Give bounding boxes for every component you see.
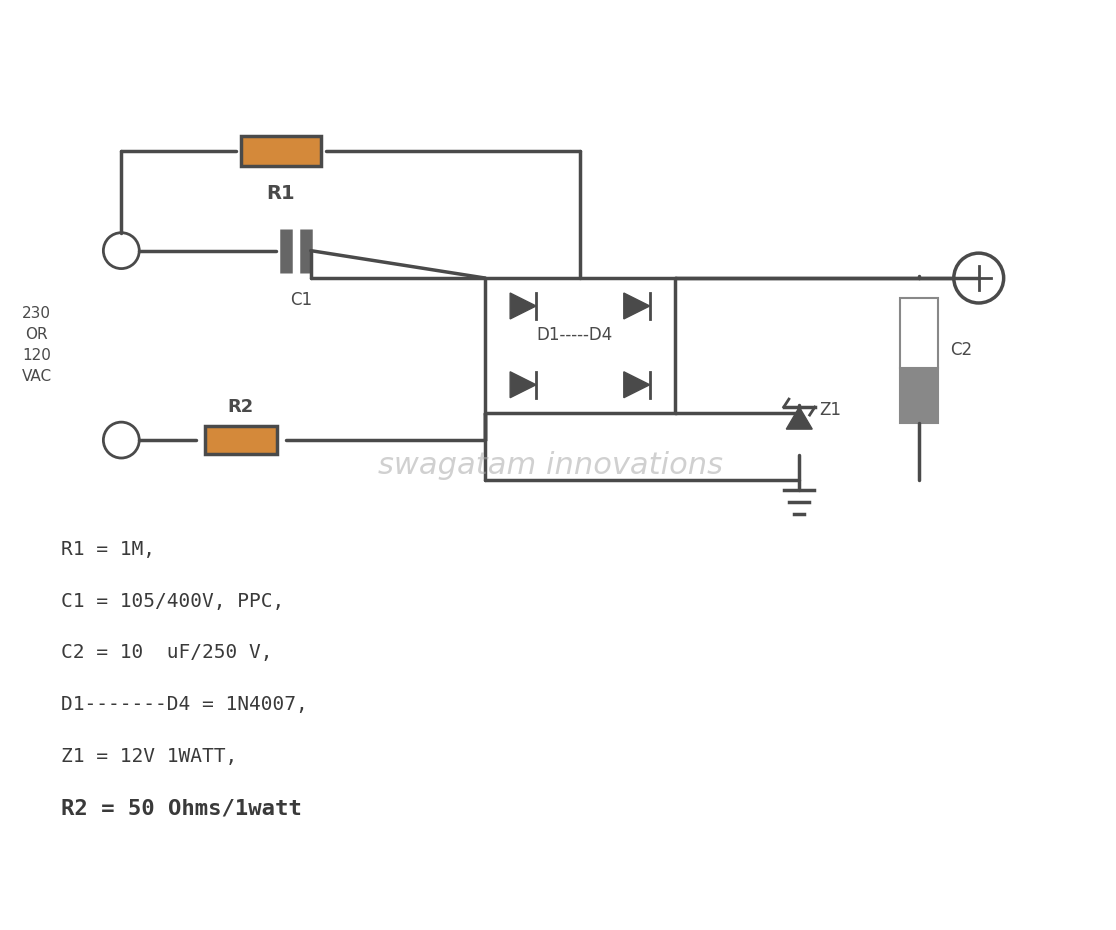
Text: R1: R1 xyxy=(267,184,295,203)
Text: R2 = 50 Ohms/1watt: R2 = 50 Ohms/1watt xyxy=(61,799,302,819)
Text: C2 = 10  uF/250 V,: C2 = 10 uF/250 V, xyxy=(61,644,273,662)
Polygon shape xyxy=(787,407,812,429)
Text: swagatam innovations: swagatam innovations xyxy=(377,450,722,480)
Circle shape xyxy=(104,232,140,269)
Text: Z1: Z1 xyxy=(819,401,841,418)
Text: D1-------D4 = 1N4007,: D1-------D4 = 1N4007, xyxy=(61,696,308,714)
Bar xyxy=(205,426,277,454)
Bar xyxy=(899,367,937,422)
Circle shape xyxy=(954,253,1003,303)
Text: C1: C1 xyxy=(290,290,311,309)
Text: C2: C2 xyxy=(950,341,972,359)
Polygon shape xyxy=(624,372,650,398)
Text: C1 = 105/400V, PPC,: C1 = 105/400V, PPC, xyxy=(61,591,285,611)
Polygon shape xyxy=(510,293,536,319)
Circle shape xyxy=(104,422,140,458)
Polygon shape xyxy=(510,372,536,398)
Text: Z1 = 12V 1WATT,: Z1 = 12V 1WATT, xyxy=(61,747,238,766)
Text: R2: R2 xyxy=(228,398,254,416)
Bar xyxy=(241,136,320,166)
Bar xyxy=(485,278,675,413)
Polygon shape xyxy=(624,293,650,319)
Text: 230
OR
120
VAC: 230 OR 120 VAC xyxy=(21,306,51,384)
Bar xyxy=(899,299,937,367)
Text: R1 = 1M,: R1 = 1M, xyxy=(61,539,155,559)
Text: D1-----D4: D1-----D4 xyxy=(537,326,613,344)
